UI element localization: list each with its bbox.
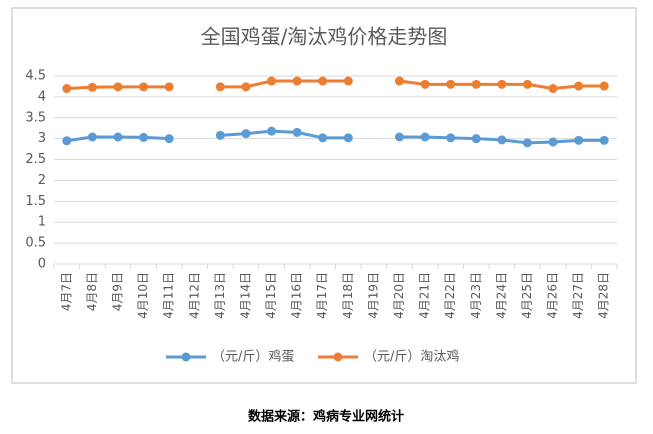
data-point (215, 130, 225, 140)
data-point (522, 138, 532, 148)
data-point (139, 132, 149, 142)
y-tick-label: 3.5 (25, 110, 46, 125)
y-tick-label: 4.5 (25, 69, 46, 84)
x-tick-label: 4月12日 (187, 272, 201, 319)
x-tick-label: 4月17日 (315, 272, 329, 319)
source-note: 数据来源：鸡病专业网统计 (248, 409, 404, 425)
data-point (241, 82, 251, 92)
data-point (574, 81, 584, 91)
data-point (343, 76, 353, 86)
x-tick-label: 4月15日 (264, 272, 278, 319)
x-tick-label: 4月26日 (546, 272, 560, 319)
x-tick-label: 4月10日 (136, 272, 150, 319)
x-tick-label: 4月21日 (418, 272, 432, 319)
data-point (471, 134, 481, 144)
x-tick-label: 4月25日 (520, 272, 534, 319)
data-point (471, 79, 481, 89)
data-point (292, 127, 302, 137)
data-point (113, 132, 123, 142)
data-point (241, 129, 251, 139)
x-tick-label: 4月20日 (392, 272, 406, 319)
data-point (548, 137, 558, 147)
legend-marker (333, 352, 343, 362)
data-point (164, 82, 174, 92)
x-tick-label: 4月27日 (571, 272, 585, 319)
y-tick-label: 1.5 (25, 194, 46, 209)
x-tick-label: 4月11日 (162, 272, 176, 319)
x-tick-label: 4月18日 (341, 272, 355, 319)
data-point (497, 135, 507, 145)
data-point (522, 79, 532, 89)
x-tick-label: 4月22日 (443, 272, 457, 319)
data-point (318, 76, 328, 86)
y-tick-label: 2.5 (25, 152, 46, 167)
data-point (87, 82, 97, 92)
data-point (62, 136, 72, 146)
x-tick-label: 4月9日 (110, 272, 124, 311)
y-tick-label: 0.5 (25, 236, 46, 251)
x-tick-label: 4月23日 (469, 272, 483, 319)
x-tick-label: 4月8日 (85, 272, 99, 311)
data-point (599, 81, 609, 91)
chart-border (11, 7, 637, 384)
y-tick-label: 0 (38, 257, 46, 272)
data-point (215, 82, 225, 92)
data-point (394, 132, 404, 142)
chart-title: 全国鸡蛋/淘汰鸡价格走势图 (201, 25, 448, 49)
data-point (446, 79, 456, 89)
data-point (343, 133, 353, 143)
x-tick-label: 4月13日 (213, 272, 227, 319)
data-point (497, 79, 507, 89)
x-tick-label: 4月7日 (59, 272, 73, 311)
data-point (548, 84, 558, 94)
y-tick-label: 4 (38, 89, 46, 104)
data-point (574, 135, 584, 145)
data-point (267, 76, 277, 86)
data-point (420, 132, 430, 142)
legend-label: （元/斤）淘汰鸡 (364, 349, 459, 365)
x-tick-label: 4月19日 (366, 272, 380, 319)
x-tick-label: 4月16日 (290, 272, 304, 319)
data-point (113, 82, 123, 92)
data-point (139, 82, 149, 92)
data-point (62, 84, 72, 94)
y-tick-label: 2 (38, 173, 46, 188)
data-point (318, 133, 328, 143)
y-tick-label: 3 (38, 131, 46, 146)
data-point (420, 79, 430, 89)
data-point (267, 126, 277, 136)
legend-label: （元/斤）鸡蛋 (212, 349, 294, 365)
y-tick-label: 1 (38, 215, 46, 230)
data-point (164, 134, 174, 144)
x-tick-label: 4月28日 (597, 272, 611, 319)
data-point (87, 132, 97, 142)
legend-marker (181, 352, 191, 362)
x-tick-label: 4月24日 (494, 272, 508, 319)
data-point (599, 135, 609, 145)
data-point (446, 133, 456, 143)
data-point (394, 76, 404, 86)
data-point (292, 76, 302, 86)
x-tick-label: 4月14日 (238, 272, 252, 319)
